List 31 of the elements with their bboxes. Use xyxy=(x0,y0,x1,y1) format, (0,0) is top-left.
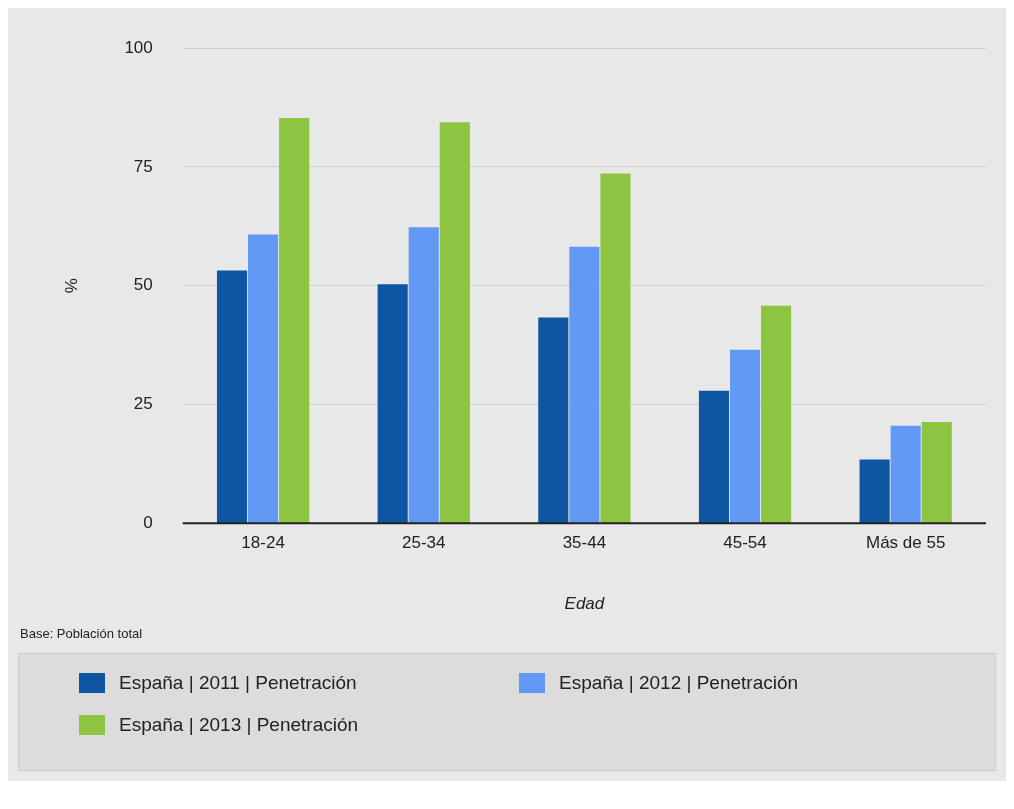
bar xyxy=(538,317,569,524)
bar xyxy=(859,459,890,524)
bar xyxy=(439,122,470,524)
bar xyxy=(279,118,310,524)
text: Base: Población total xyxy=(19,625,144,643)
legend-label: España | 2011 | Penetración xyxy=(119,672,357,694)
x-axis-title: Edad xyxy=(564,593,605,613)
bar xyxy=(377,284,408,524)
bar xyxy=(921,422,952,524)
x-tick-label: 35-44 xyxy=(562,533,607,553)
bar xyxy=(408,227,439,524)
bar xyxy=(729,349,761,524)
x-tick-label: Más de 55 xyxy=(865,533,946,553)
y-tick-label: 75 xyxy=(133,156,153,176)
legend-label: España | 2012 | Penetración xyxy=(559,672,799,694)
y-tick-label: 0 xyxy=(143,512,153,532)
bar xyxy=(761,305,792,524)
legend-label: España | 2013 | Penetración xyxy=(119,714,359,736)
y-tick-label: 100 xyxy=(124,37,153,57)
x-tick-label: 25-34 xyxy=(401,533,446,553)
bar xyxy=(248,234,279,524)
y-tick-label: 25 xyxy=(133,394,153,414)
bar xyxy=(698,390,730,524)
x-tick-label: 18-24 xyxy=(241,533,285,553)
bar xyxy=(600,173,631,524)
bar xyxy=(890,425,921,524)
x-tick-label: 45-54 xyxy=(723,533,767,553)
y-axis-title: % xyxy=(61,278,81,294)
bar xyxy=(216,270,248,524)
bar xyxy=(569,246,600,524)
y-tick-label: 50 xyxy=(133,275,153,295)
